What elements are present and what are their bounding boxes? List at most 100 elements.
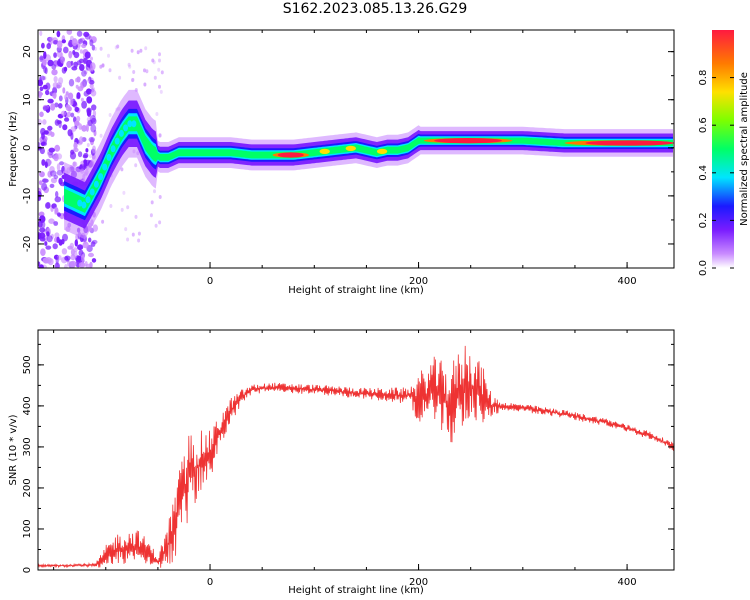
noise-speckle xyxy=(158,195,162,199)
noise-speckle xyxy=(53,154,59,162)
noise-speckle xyxy=(86,107,92,114)
noise-speckle xyxy=(82,241,89,249)
noise-speckle xyxy=(88,252,94,258)
y-tick-label: 20 xyxy=(22,45,33,58)
noise-speckle xyxy=(144,46,148,51)
noise-speckle xyxy=(38,233,41,240)
ridge-band-1 xyxy=(64,100,674,229)
x-tick-label: 200 xyxy=(409,276,428,287)
noise-speckle xyxy=(53,40,59,45)
noise-speckle xyxy=(50,103,56,111)
noise-speckle xyxy=(90,89,97,97)
noise-speckle xyxy=(52,243,58,250)
y-tick-label: 200 xyxy=(22,478,33,497)
colorbar-ticks: 0.0 0.2 0.4 0.6 0.8 xyxy=(698,70,734,276)
noise-speckle xyxy=(159,89,163,94)
noise-speckle xyxy=(38,118,43,126)
noise-speckle xyxy=(78,123,83,130)
noise-speckle xyxy=(49,170,57,177)
noise-speckle xyxy=(50,131,55,137)
noise-speckle xyxy=(130,48,134,53)
noise-speckle xyxy=(76,115,81,122)
noise-speckle xyxy=(74,239,79,247)
spectrogram-marks xyxy=(38,30,674,268)
noise-speckle xyxy=(42,105,50,112)
noise-speckle xyxy=(40,248,46,256)
noise-speckle xyxy=(91,258,97,263)
ridge-blob xyxy=(89,188,95,196)
ridge-blob xyxy=(127,120,133,128)
noise-speckle xyxy=(70,112,75,118)
noise-speckle xyxy=(39,171,45,178)
noise-speckle xyxy=(67,106,72,112)
ridge-peak xyxy=(277,152,304,158)
ridge-peak xyxy=(585,140,674,146)
noise-speckle xyxy=(76,30,83,37)
noise-speckle xyxy=(70,264,75,268)
colorbar-tick-label: 0.2 xyxy=(698,212,709,228)
noise-speckle xyxy=(45,202,51,209)
noise-speckle xyxy=(46,231,50,237)
spectrogram-ticks: 0 200 400 -20 -10 0 10 20 xyxy=(22,30,674,287)
noise-speckle xyxy=(128,64,132,69)
noise-speckle xyxy=(69,151,77,160)
noise-speckle xyxy=(73,142,78,150)
noise-speckle xyxy=(39,236,46,242)
noise-speckle xyxy=(46,43,51,50)
noise-speckle xyxy=(158,58,161,63)
noise-speckle xyxy=(58,77,64,85)
noise-speckle xyxy=(67,92,74,100)
noise-speckle xyxy=(86,96,93,104)
noise-speckle xyxy=(77,151,83,158)
noise-speckle xyxy=(116,44,120,49)
noise-speckle xyxy=(151,58,155,63)
noise-speckle xyxy=(78,38,83,44)
noise-speckle xyxy=(120,167,124,172)
noise-speckle xyxy=(69,97,74,106)
noise-speckle xyxy=(149,213,153,218)
noise-speckle xyxy=(41,42,45,49)
y-tick-label: 0 xyxy=(22,567,33,573)
noise-speckle xyxy=(49,36,54,42)
noise-speckle xyxy=(42,84,48,90)
y-tick-label: -10 xyxy=(22,188,33,204)
ridge-blob xyxy=(77,199,83,207)
snr-y-label: SNR (10 * v/v) xyxy=(8,414,19,485)
noise-speckle xyxy=(120,207,124,212)
noise-speckle xyxy=(81,124,87,132)
noise-speckle xyxy=(83,90,90,97)
noise-speckle xyxy=(58,120,62,129)
noise-speckle xyxy=(56,236,60,243)
colorbar-gradient xyxy=(712,30,734,268)
noise-speckle xyxy=(48,147,55,153)
noise-speckle xyxy=(143,68,146,73)
noise-speckle xyxy=(81,100,87,109)
noise-speckle xyxy=(137,231,141,236)
noise-speckle xyxy=(61,39,66,44)
colorbar-tick-label: 0.0 xyxy=(698,260,709,276)
noise-speckle xyxy=(108,68,112,73)
noise-speckle xyxy=(99,133,103,138)
snr-x-label: Height of straight line (km) xyxy=(288,585,424,596)
noise-speckle xyxy=(67,261,72,267)
noise-speckle xyxy=(42,119,47,125)
colorbar-tick-label: 0.8 xyxy=(698,70,709,86)
snr-plot-area xyxy=(38,345,674,569)
noise-speckle xyxy=(58,177,63,185)
noise-speckle xyxy=(56,50,63,58)
noise-speckle xyxy=(53,221,59,226)
noise-speckle xyxy=(90,124,97,133)
noise-speckle xyxy=(64,255,71,261)
snr-frame xyxy=(37,329,675,571)
noise-speckle xyxy=(124,227,128,232)
ridge-peak xyxy=(376,148,388,154)
ridge-peak xyxy=(319,148,330,154)
noise-speckle xyxy=(89,154,93,159)
noise-speckle xyxy=(66,30,73,35)
noise-speckle xyxy=(54,144,61,152)
noise-speckle xyxy=(52,92,57,99)
noise-speckle xyxy=(92,145,96,154)
noise-speckle xyxy=(53,52,57,58)
ridge-peak xyxy=(434,138,502,144)
